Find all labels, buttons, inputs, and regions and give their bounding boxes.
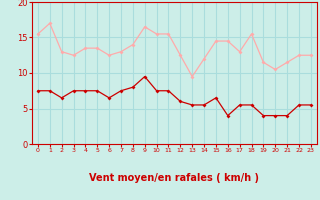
X-axis label: Vent moyen/en rafales ( km/h ): Vent moyen/en rafales ( km/h ) <box>89 173 260 183</box>
